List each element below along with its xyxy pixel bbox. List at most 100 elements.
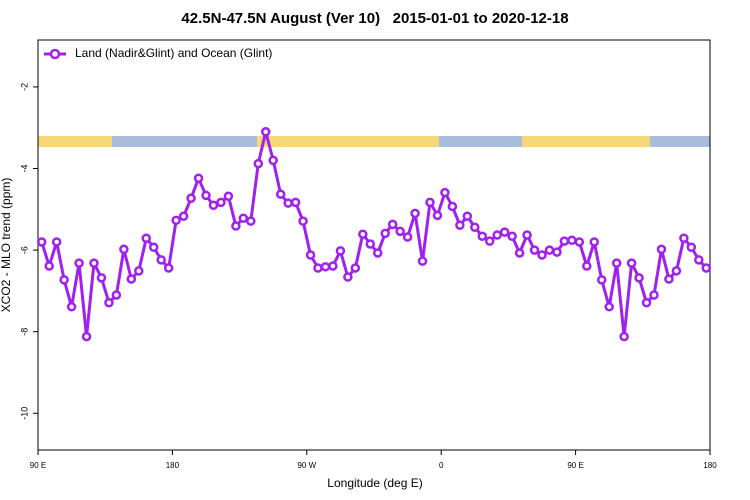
data-point (358, 229, 368, 239)
y-axis-label: XCO2 - MLO trend (ppm) (0, 178, 13, 313)
data-point (380, 228, 390, 239)
data-point (425, 197, 435, 208)
land-ocean-strip (38, 136, 710, 147)
data-point (201, 190, 211, 201)
data-point (141, 233, 152, 244)
data-point (89, 258, 99, 268)
data-point (440, 187, 450, 198)
data-point (432, 210, 443, 221)
data-point (119, 244, 129, 255)
data-point (499, 227, 510, 237)
x-tick-label: 90 W (297, 461, 316, 470)
legend: Land (Nadir&Glint) and Ocean (Glint) (44, 46, 272, 60)
data-point (649, 290, 659, 300)
data-point (148, 242, 159, 252)
data-point (552, 247, 562, 257)
x-axis-label: Longitude (deg E) (327, 476, 422, 490)
data-point (216, 197, 226, 208)
x-tick-label: 90 E (567, 461, 583, 470)
data-point (365, 239, 376, 249)
data-point (589, 237, 600, 247)
data-point (126, 274, 137, 284)
data-point (529, 245, 540, 255)
data-point (611, 258, 622, 268)
data-point (74, 258, 84, 268)
data-point (462, 211, 473, 221)
land-band (257, 136, 439, 147)
data-point (582, 261, 592, 271)
data-point (208, 200, 219, 210)
data-point (477, 231, 488, 241)
data-point (417, 256, 428, 266)
data-point (231, 221, 241, 231)
data-point (492, 230, 502, 240)
x-tick-label: 90 E (30, 461, 46, 470)
data-point (193, 173, 204, 184)
data-point (275, 189, 286, 199)
data-point (567, 235, 577, 246)
land-band (38, 136, 112, 147)
x-tick-label: 180 (166, 461, 180, 470)
data-point (163, 263, 174, 273)
data-point (574, 237, 585, 247)
data-point (335, 246, 346, 256)
data-point (410, 208, 420, 219)
data-point (178, 211, 189, 221)
data-point (686, 242, 697, 252)
data-point (260, 127, 271, 137)
data-point (44, 261, 54, 271)
data-point (596, 275, 607, 285)
data-point (656, 244, 667, 255)
data-point (701, 263, 712, 273)
chart-title: 42.5N-47.5N August (Ver 10) 2015-01-01 t… (181, 10, 568, 27)
data-point (305, 250, 316, 260)
data-point (253, 158, 264, 169)
data-point (51, 237, 62, 247)
data-point (283, 198, 293, 208)
y-tick-label: -6 (19, 246, 29, 254)
data-point (372, 248, 383, 258)
data-point (268, 155, 278, 166)
data-point (104, 297, 114, 308)
data-point (522, 230, 532, 240)
data-point (537, 250, 547, 260)
y-tick-label: -2 (19, 83, 29, 91)
x-tick-label: 180 (703, 461, 717, 470)
data-point (238, 213, 249, 224)
data-point (484, 236, 495, 246)
data-point (111, 290, 122, 300)
data-point (402, 232, 413, 242)
data-point (507, 231, 517, 241)
data-point (387, 219, 398, 230)
data-point (395, 226, 405, 237)
land-band (522, 136, 650, 147)
plot-frame (37, 39, 711, 451)
data-point (186, 193, 196, 204)
data-point (664, 274, 674, 284)
data-point (626, 258, 637, 268)
data-point (156, 255, 166, 265)
data-point (671, 266, 682, 276)
data-point (36, 237, 47, 247)
data-point (694, 255, 704, 265)
data-point (514, 248, 525, 258)
data-point (134, 266, 144, 276)
data-point (455, 220, 465, 230)
data-point (246, 216, 256, 226)
data-point (544, 245, 555, 255)
data-point (634, 273, 644, 283)
data-point (59, 275, 69, 285)
data-point (679, 233, 689, 244)
data-point (313, 263, 323, 273)
x-tick-label: 0 (439, 461, 444, 470)
data-point (447, 201, 458, 212)
data-point (298, 216, 308, 226)
data-point (66, 302, 77, 312)
y-tick-label: -10 (19, 407, 29, 420)
data-point (470, 222, 480, 233)
data-point (328, 261, 338, 271)
data-point (350, 263, 361, 273)
data-point (320, 262, 331, 272)
data-point (223, 191, 234, 201)
